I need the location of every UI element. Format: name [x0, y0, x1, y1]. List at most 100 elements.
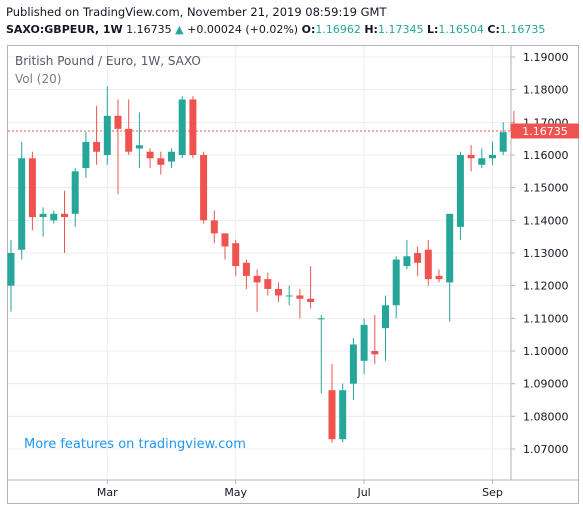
grid: [8, 46, 511, 480]
candle[interactable]: [328, 364, 336, 443]
open-label: O:: [301, 23, 316, 36]
candle[interactable]: [242, 259, 250, 289]
candle[interactable]: [103, 86, 111, 165]
candle[interactable]: [93, 106, 101, 165]
y-tick-label: 1.07000: [523, 443, 569, 456]
candle[interactable]: [189, 96, 197, 159]
x-tick-label: May: [224, 486, 247, 499]
candle-body: [210, 220, 218, 234]
candle[interactable]: [61, 190, 68, 253]
y-tick-label: 1.10000: [523, 345, 569, 358]
candle[interactable]: [349, 337, 357, 400]
candle[interactable]: [114, 99, 122, 195]
last-price-tag-text: 1.16735: [522, 125, 568, 138]
last-price-tag: 1.16735: [511, 123, 579, 139]
candle-body: [285, 295, 293, 297]
candle[interactable]: [39, 207, 47, 237]
candle[interactable]: [146, 148, 154, 169]
x-tick-label: Mar: [97, 486, 118, 499]
candle[interactable]: [178, 96, 186, 159]
candle-body: [93, 141, 101, 152]
candle[interactable]: [232, 239, 240, 276]
candle-body: [61, 213, 68, 218]
candle[interactable]: [296, 288, 304, 319]
change-up-icon: ▲: [175, 23, 184, 36]
candle[interactable]: [478, 148, 486, 169]
candle-body: [328, 390, 336, 440]
candle-body: [296, 295, 304, 299]
candle-body: [178, 99, 186, 155]
candle[interactable]: [157, 151, 165, 175]
candle[interactable]: [71, 168, 79, 227]
candle[interactable]: [210, 210, 218, 244]
candle[interactable]: [446, 213, 454, 322]
candle[interactable]: [264, 272, 272, 296]
candle[interactable]: [489, 141, 496, 165]
candle[interactable]: [403, 239, 411, 270]
candle-body: [146, 151, 154, 159]
candle[interactable]: [360, 318, 368, 374]
candle-body: [114, 115, 122, 129]
candle[interactable]: [200, 151, 208, 224]
candle[interactable]: [307, 266, 315, 309]
time-axis[interactable]: MarMayJulSepNov: [97, 480, 583, 499]
candle[interactable]: [50, 210, 58, 224]
y-tick-label: 1.15000: [523, 182, 569, 195]
published-line: Published on TradingView.com, November 2…: [6, 5, 387, 19]
candle[interactable]: [414, 246, 422, 276]
candles[interactable]: [7, 86, 518, 443]
y-tick-label: 1.08000: [523, 410, 569, 423]
candle[interactable]: [339, 383, 347, 443]
candle[interactable]: [467, 145, 475, 172]
candle[interactable]: [253, 269, 261, 312]
candle[interactable]: [135, 112, 143, 169]
candle-body: [499, 132, 507, 152]
candle[interactable]: [317, 315, 325, 394]
candle-body: [200, 155, 208, 221]
watermark-link[interactable]: More features on tradingview.com: [24, 437, 246, 452]
volume-label: Vol (20): [15, 72, 61, 86]
candle-body: [157, 158, 165, 165]
chart-title: British Pound / Euro, 1W, SAXO: [15, 54, 201, 68]
candle[interactable]: [382, 295, 389, 361]
candle[interactable]: [125, 99, 133, 155]
candle[interactable]: [275, 282, 282, 302]
candle[interactable]: [221, 233, 229, 260]
candle[interactable]: [28, 151, 36, 231]
candle-body: [7, 253, 15, 286]
y-tick-label: 1.13000: [523, 247, 569, 260]
candle[interactable]: [18, 141, 26, 260]
candle-body: [189, 99, 197, 155]
candle[interactable]: [435, 269, 443, 283]
candle[interactable]: [424, 239, 432, 286]
high-value: 1.17345: [377, 23, 424, 36]
last-price: 1.16735: [126, 23, 172, 36]
chart-header: Published on TradingView.com, November 2…: [0, 0, 583, 44]
candle[interactable]: [168, 148, 175, 169]
candle-body: [317, 318, 325, 320]
close-value: 1.16735: [499, 23, 546, 36]
x-tick-label: Sep: [482, 486, 503, 499]
candle-body: [339, 390, 347, 440]
candle-body: [135, 145, 143, 149]
low-value: 1.16504: [438, 23, 484, 36]
candle-body: [39, 213, 47, 218]
candle[interactable]: [392, 256, 400, 319]
price-axis[interactable]: 1.07000 1.08000 1.09000 1.10000 1.11000 1.120…: [511, 51, 569, 456]
close-label: C:: [487, 23, 500, 36]
candle[interactable]: [456, 151, 464, 240]
candle[interactable]: [285, 285, 293, 306]
candle-body: [456, 155, 464, 227]
y-tick-label: 1.11000: [523, 312, 569, 325]
candle[interactable]: [82, 132, 90, 178]
candle-body: [360, 324, 368, 361]
symbol-label: SAXO:GBPEUR, 1W: [6, 23, 123, 36]
candle[interactable]: [371, 315, 379, 365]
candle-body: [18, 158, 26, 250]
x-tick-label: Jul: [356, 486, 370, 499]
candle-body: [103, 115, 111, 155]
candle[interactable]: [7, 239, 15, 312]
candle-body: [424, 249, 432, 280]
candle[interactable]: [499, 122, 507, 155]
